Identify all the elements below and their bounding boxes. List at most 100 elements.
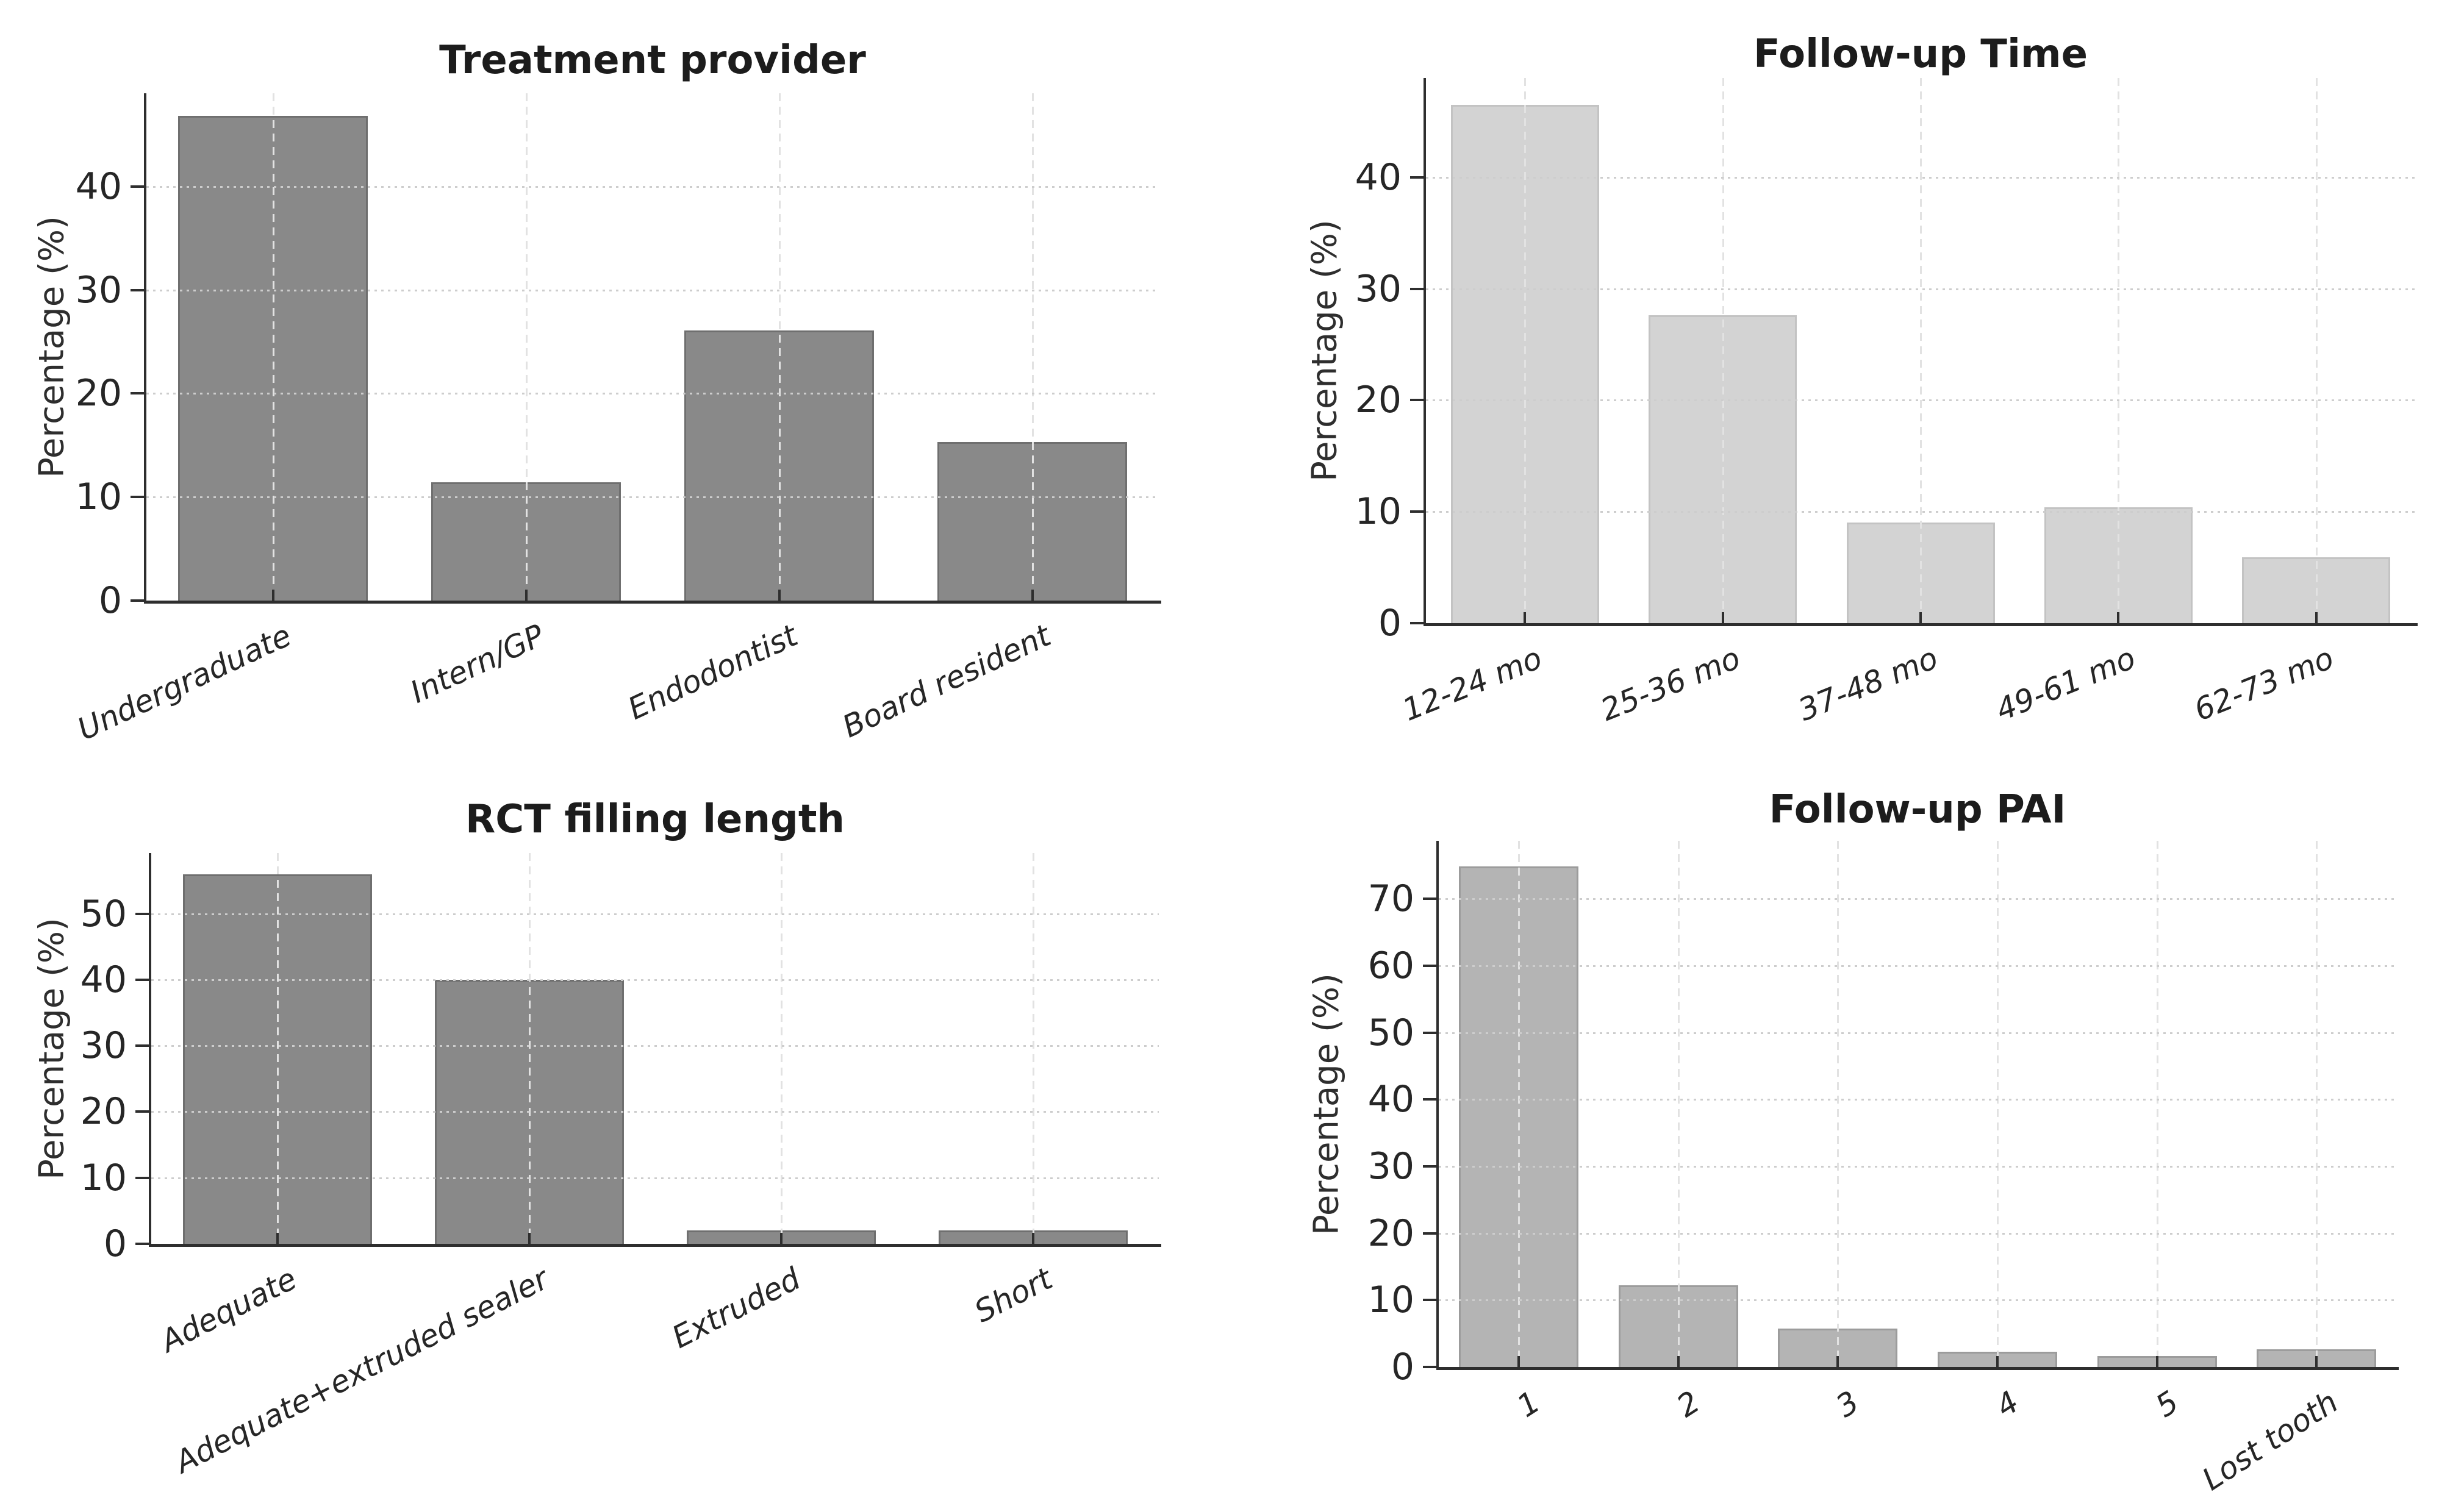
y-tick-mark bbox=[1410, 510, 1424, 513]
horizontal-gridline bbox=[1439, 1032, 2396, 1034]
bottom-spine bbox=[144, 601, 1161, 604]
x-tick-label: Endodontist bbox=[623, 618, 803, 727]
left-spine bbox=[144, 93, 146, 604]
y-tick-label: 10 bbox=[1367, 1279, 1414, 1321]
chart-treatment-provider: Treatment provider Percentage (%) 0 10 20 3… bbox=[0, 0, 1232, 753]
vertical-gridline bbox=[2118, 78, 2119, 623]
y-tick-label: 20 bbox=[1367, 1212, 1414, 1255]
bottom-spine bbox=[1436, 1367, 2399, 1370]
y-tick-label: 40 bbox=[1367, 1078, 1414, 1121]
horizontal-gridline bbox=[151, 1045, 1159, 1047]
y-tick-mark bbox=[131, 599, 144, 602]
vertical-gridline bbox=[1722, 78, 1724, 623]
horizontal-gridline bbox=[1439, 1233, 2396, 1235]
x-tick-label: 37-48 mo bbox=[1793, 640, 1943, 728]
vertical-gridline bbox=[529, 853, 531, 1244]
y-tick-label: 0 bbox=[1378, 602, 1402, 644]
horizontal-gridline bbox=[1426, 177, 2415, 179]
y-axis-label: Percentage (%) bbox=[32, 917, 72, 1180]
y-tick-label: 10 bbox=[80, 1157, 127, 1199]
vertical-gridline bbox=[2316, 841, 2318, 1367]
y-tick-label: 0 bbox=[98, 579, 122, 622]
x-tick-mark bbox=[1919, 612, 1922, 623]
x-tick-mark bbox=[778, 590, 781, 601]
y-tick-mark bbox=[1423, 1232, 1436, 1235]
horizontal-gridline bbox=[151, 979, 1159, 981]
y-tick-label: 50 bbox=[80, 893, 127, 935]
x-tick-label: 2 bbox=[1671, 1384, 1707, 1424]
vertical-gridline bbox=[1524, 78, 1526, 623]
x-tick-mark bbox=[1524, 612, 1526, 623]
horizontal-gridline bbox=[1439, 1099, 2396, 1101]
vertical-gridline bbox=[1997, 841, 1999, 1367]
y-tick-mark bbox=[131, 185, 144, 188]
x-tick-label: 5 bbox=[2149, 1384, 2185, 1424]
vertical-gridline bbox=[1678, 841, 1680, 1367]
horizontal-gridline bbox=[1426, 288, 2415, 290]
plot-area bbox=[146, 93, 1159, 601]
left-spine bbox=[1436, 841, 1439, 1370]
vertical-gridline bbox=[277, 853, 279, 1244]
y-tick-mark bbox=[1423, 965, 1436, 967]
y-tick-mark bbox=[1423, 1299, 1436, 1301]
horizontal-gridline bbox=[151, 1111, 1159, 1113]
horizontal-gridline bbox=[146, 290, 1159, 291]
left-spine bbox=[149, 853, 151, 1247]
x-tick-mark bbox=[2117, 612, 2119, 623]
vertical-gridline bbox=[526, 93, 528, 601]
x-tick-label: 1 bbox=[1511, 1384, 1547, 1424]
y-tick-mark bbox=[1410, 399, 1424, 401]
y-tick-label: 50 bbox=[1367, 1012, 1414, 1054]
vertical-gridline bbox=[2157, 841, 2158, 1367]
y-tick-mark bbox=[131, 392, 144, 394]
x-tick-mark bbox=[780, 1233, 783, 1244]
y-tick-mark bbox=[131, 496, 144, 498]
y-tick-label: 40 bbox=[80, 958, 127, 1001]
y-tick-label: 10 bbox=[1355, 490, 1402, 533]
chart-rct-filling-length: RCT filling length Percentage (%) 0 10 20 3… bbox=[0, 753, 1232, 1506]
y-tick-mark bbox=[135, 1243, 149, 1245]
x-tick-mark bbox=[1996, 1356, 1999, 1367]
x-tick-label: Extruded bbox=[666, 1261, 806, 1355]
y-tick-mark bbox=[131, 289, 144, 291]
x-tick-label: Board resident bbox=[837, 618, 1056, 745]
vertical-gridline bbox=[1518, 841, 1520, 1367]
y-tick-mark bbox=[1423, 1165, 1436, 1168]
horizontal-gridline bbox=[151, 1177, 1159, 1179]
x-tick-label: Intern/GP bbox=[405, 618, 550, 710]
chart-title: Follow-up PAI bbox=[1769, 787, 2066, 832]
y-tick-label: 0 bbox=[1391, 1346, 1414, 1388]
horizontal-gridline bbox=[1439, 1299, 2396, 1301]
horizontal-gridline bbox=[1426, 399, 2415, 401]
y-tick-label: 40 bbox=[75, 165, 122, 208]
bottom-spine bbox=[1424, 623, 2418, 626]
x-tick-label: Adequate bbox=[155, 1261, 303, 1360]
y-tick-mark bbox=[135, 1177, 149, 1179]
horizontal-gridline bbox=[1439, 1166, 2396, 1168]
chart-follow-up-pai: Follow-up PAI Percentage (%) 0 10 20 30 40 50… bbox=[1232, 753, 2464, 1506]
y-tick-mark bbox=[135, 1044, 149, 1047]
y-tick-mark bbox=[135, 1110, 149, 1113]
chart-title: RCT filling length bbox=[465, 797, 845, 842]
y-tick-label: 40 bbox=[1355, 156, 1402, 199]
x-tick-label: 3 bbox=[1830, 1384, 1866, 1424]
x-tick-mark bbox=[1677, 1356, 1680, 1367]
horizontal-gridline bbox=[1439, 898, 2396, 900]
x-tick-label: Undergraduate bbox=[72, 618, 297, 748]
horizontal-gridline bbox=[1426, 511, 2415, 513]
y-tick-label: 60 bbox=[1367, 944, 1414, 987]
x-tick-mark bbox=[1722, 612, 1724, 623]
vertical-gridline bbox=[273, 93, 274, 601]
y-axis-label: Percentage (%) bbox=[1305, 219, 1345, 482]
x-tick-mark bbox=[1032, 1233, 1034, 1244]
y-tick-mark bbox=[1423, 1098, 1436, 1101]
x-tick-mark bbox=[2156, 1356, 2158, 1367]
x-tick-mark bbox=[2315, 612, 2318, 623]
horizontal-gridline bbox=[146, 393, 1159, 394]
x-tick-label: 4 bbox=[1989, 1384, 2025, 1424]
vertical-gridline bbox=[781, 853, 783, 1244]
y-tick-label: 10 bbox=[75, 476, 122, 518]
x-tick-mark bbox=[272, 590, 274, 601]
x-tick-label: 49-61 mo bbox=[1991, 640, 2140, 728]
vertical-gridline bbox=[1032, 93, 1034, 601]
